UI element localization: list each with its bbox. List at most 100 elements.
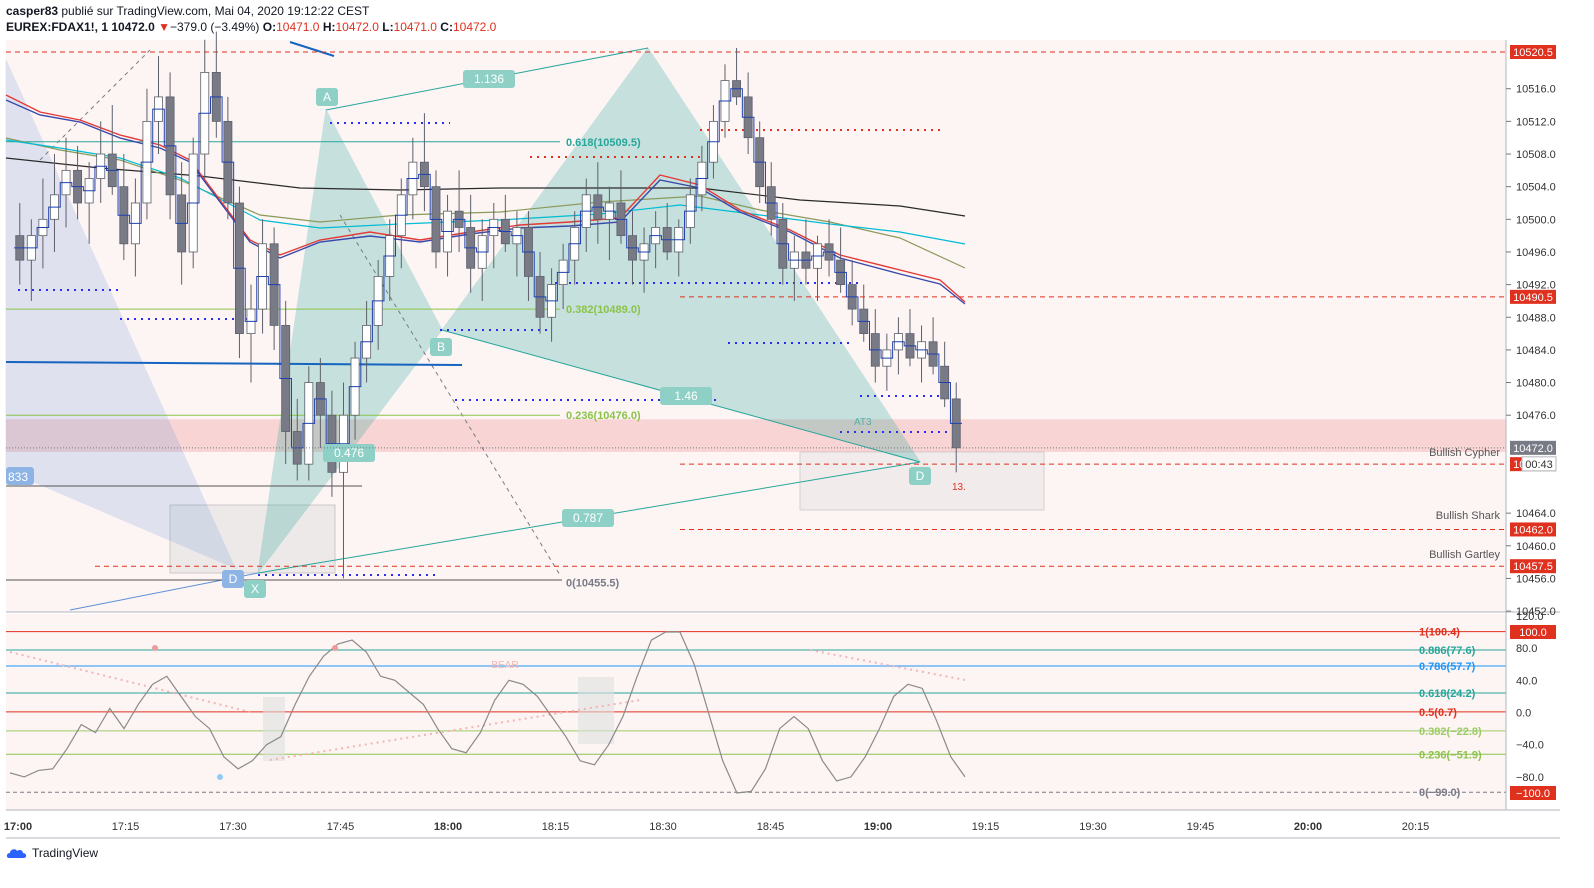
ratio-label: 0.476 — [323, 444, 375, 462]
price-badge-text: 10490.5 — [1513, 292, 1553, 304]
bear-label: BEAR — [491, 660, 518, 671]
time-tick-label: 20:00 — [1294, 821, 1322, 833]
price-tick-label: 10500.0 — [1516, 214, 1556, 226]
point-text: D — [229, 572, 238, 586]
pattern-point: D — [222, 570, 244, 588]
fib-label: 0.236(10476.0) — [566, 410, 641, 422]
pattern-point: D — [909, 467, 931, 485]
osc-level-label: 0.5(0.7) — [1419, 707, 1457, 719]
down-arrow-icon: ▼ — [158, 20, 170, 34]
pattern-name: Bullish Cypher — [1429, 447, 1500, 459]
count-label: AT3 — [854, 417, 872, 428]
point-text: A — [323, 90, 331, 104]
price-tick-label: 10452.0 — [1516, 606, 1556, 618]
countdown: 00:43 — [1525, 459, 1553, 471]
ratio-bg — [660, 387, 712, 405]
price-badge-text: 10520.5 — [1513, 47, 1553, 59]
price-badge-text: 10462.0 — [1513, 524, 1553, 536]
ratio-label: 833 — [6, 467, 34, 485]
author[interactable]: casper83 — [6, 4, 59, 18]
fib-label: 0.618(10509.5) — [566, 137, 641, 149]
count-label: 13. — [952, 482, 966, 493]
point-text: D — [916, 469, 925, 483]
osc-badge-text: 100.0 — [1519, 627, 1547, 639]
price-tick-label: 10460.0 — [1516, 541, 1556, 553]
point-bg — [222, 570, 244, 588]
last-price: 10472.0 — [111, 20, 155, 34]
price-tick-label: 10480.0 — [1516, 378, 1556, 390]
price-badge-text: 10472.0 — [1513, 443, 1553, 455]
time-tick-label: 18:45 — [757, 821, 785, 833]
osc-level-label: 0.786(57.7) — [1419, 661, 1476, 673]
symbol[interactable]: EUREX:FDAX1!, 1 — [6, 20, 109, 34]
ratio-label: 1.136 — [463, 70, 515, 88]
price-badge — [1510, 440, 1556, 455]
ratio-bg — [463, 70, 515, 88]
time-tick-label: 17:15 — [112, 821, 140, 833]
price-tick-label: 10504.0 — [1516, 182, 1556, 194]
point-bg — [430, 338, 452, 356]
time-tick-label: 18:30 — [649, 821, 677, 833]
countdown-box — [1521, 456, 1557, 472]
publish-info: publié sur TradingView.com, Mai 04, 2020… — [58, 4, 370, 18]
osc-badge-text: −100.0 — [1516, 788, 1550, 800]
point-bg — [909, 467, 931, 485]
open-label: O: — [262, 20, 277, 34]
price-tick-label: 10476.0 — [1516, 410, 1556, 422]
signal-dot — [217, 774, 223, 780]
open-value: 10471.0 — [276, 20, 320, 34]
time-tick-label: 19:45 — [1187, 821, 1215, 833]
tradingview-logo[interactable]: TradingView — [6, 846, 98, 860]
pattern-name: Bullish Shark — [1436, 510, 1501, 522]
pattern-point: B — [430, 338, 452, 356]
ratio-label: 0.787 — [562, 509, 614, 527]
prz-box — [169, 504, 336, 574]
ratio-bg — [562, 509, 614, 527]
ratio-text: 0.476 — [334, 446, 364, 460]
point-bg — [244, 580, 266, 598]
time-tick-label: 18:15 — [542, 821, 570, 833]
point-text: B — [437, 340, 445, 354]
point-bg — [316, 88, 338, 106]
fib-label: 0.382(10489.0) — [566, 304, 641, 316]
price-tick-label: 10484.0 — [1516, 345, 1556, 357]
time-tick-label: 20:15 — [1402, 821, 1430, 833]
osc-level-label: 0.886(77.6) — [1419, 645, 1476, 657]
time-tick-label: 18:00 — [434, 821, 462, 833]
ratio-text: 1.46 — [674, 389, 698, 403]
low-label: L: — [382, 20, 394, 34]
osc-level-label: 0(−99.0) — [1419, 787, 1461, 799]
pattern-name: Bullish Gartley — [1429, 549, 1500, 561]
price-badge — [1510, 45, 1556, 59]
time-tick-label: 17:30 — [219, 821, 247, 833]
ratio-text: 0.787 — [573, 511, 603, 525]
ratio-label: 1.46 — [660, 387, 712, 405]
price-tick-label: 10508.0 — [1516, 149, 1556, 161]
osc-badge — [1510, 786, 1556, 800]
pattern-point: X — [244, 580, 266, 598]
close-value: 10472.0 — [452, 20, 497, 34]
brand-name: TradingView — [32, 846, 99, 860]
time-tick-label: 17:45 — [327, 821, 355, 833]
resistance-zone — [6, 419, 1506, 452]
price-badge — [1510, 289, 1556, 304]
osc-highlight — [578, 677, 614, 744]
osc-level-label: 0.618(24.2) — [1419, 688, 1476, 700]
point-text: X — [251, 582, 259, 596]
pattern-point: A — [316, 88, 338, 106]
tradingview-cloud-icon — [6, 849, 27, 858]
osc-tick-label: −40.0 — [1516, 740, 1544, 752]
price-chart[interactable]: 0.618(10509.5) 0.382(10489.0) 0.236(10476.… — [0, 0, 1594, 840]
time-tick-label: 17:00 — [4, 821, 32, 833]
price-tick-label: 10456.0 — [1516, 573, 1556, 585]
time-tick-label: 19:00 — [864, 821, 892, 833]
fib-label: 0(10455.5) — [566, 578, 620, 590]
osc-level-label: 0.382(−22.8) — [1419, 726, 1482, 738]
price-tick-label: 10512.0 — [1516, 116, 1556, 128]
signal-dot — [332, 645, 338, 651]
osc-level-label: 0.236(−51.9) — [1419, 749, 1482, 761]
osc-tick-label: −80.0 — [1516, 772, 1544, 784]
price-tick-label: 10492.0 — [1516, 280, 1556, 292]
high-label: H: — [322, 20, 336, 34]
diag-dashed — [339, 214, 561, 576]
